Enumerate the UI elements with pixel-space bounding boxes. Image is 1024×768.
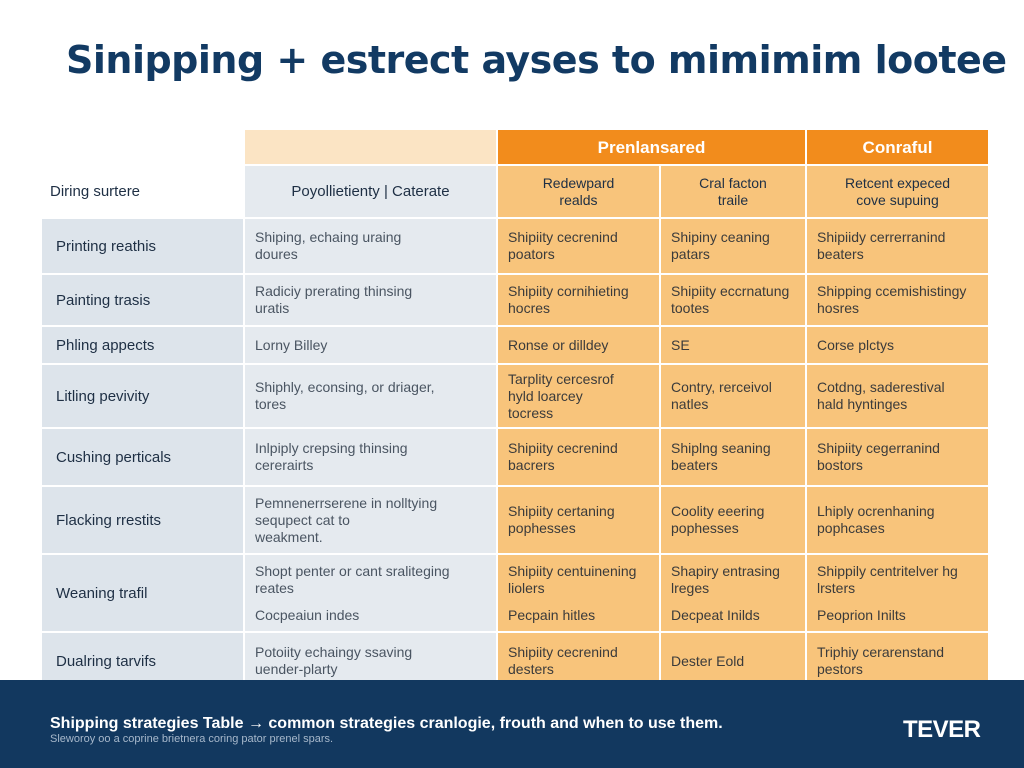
table-row-label: Weaning trafil xyxy=(42,555,243,631)
column-header-category: Poyollietienty | Caterate xyxy=(245,166,496,217)
row-header-label: Diring surtere xyxy=(50,183,141,200)
table-cell: Contry, rerceivol natles xyxy=(661,365,805,427)
table-cell: Shipiny ceaning patars xyxy=(661,219,805,273)
table-cell: Shippily centritelver hg lrsters Peoprion … xyxy=(807,555,988,631)
table-row-label: Litling pevivity xyxy=(42,365,243,427)
table-cell: Tarplity cercesrof hyld loarcey tocress xyxy=(498,365,659,427)
table-cell: Lorny Billey xyxy=(245,327,496,363)
table-cell: Shipiity cornihieting hocres xyxy=(498,275,659,325)
group-header-prenlansared: Prenlansared xyxy=(498,130,805,164)
table-cell: Shapiry entrasing lreges Decpeat Inilds xyxy=(661,555,805,631)
table-cell: Shipiity cecrenind desters xyxy=(498,633,659,689)
table-row-label: Cushing perticals xyxy=(42,429,243,485)
table-cell: Pemnenerrserene in nolltying sequpect cat… xyxy=(245,487,496,553)
table-corner xyxy=(42,130,243,164)
table-cell: Lhiply ocrenhaning pophcases xyxy=(807,487,988,553)
table-cell: Shipiidy cerrerranind beaters xyxy=(807,219,988,273)
table-cell: Shipiity certaning pophesses xyxy=(498,487,659,553)
table-cell: Radiciy prerating thinsing uratis xyxy=(245,275,496,325)
table-cell: Shiplng seaning beaters xyxy=(661,429,805,485)
column-header-redewpard: Redewpard realds xyxy=(498,166,659,217)
table-cell: Shipping ccemishistingy hosres xyxy=(807,275,988,325)
table-cell: Triphiy cerarenstand pestors xyxy=(807,633,988,689)
table-row-label: Dualring tarvifs xyxy=(42,633,243,689)
table-cell: Ronse or dilldey xyxy=(498,327,659,363)
table-cell: Potoiity echaingy ssaving uender-plarty xyxy=(245,633,496,689)
footer-bar: Shipping strategies Table → common strat… xyxy=(0,680,1024,768)
table-cell: Shipiity centuinening liolers Pecpain hitl… xyxy=(498,555,659,631)
table-row-label: Printing reathis xyxy=(42,219,243,273)
table-row-label: Painting trasis xyxy=(42,275,243,325)
page-title: Sinipping + estrect ayses to mimimim loo… xyxy=(66,38,1007,82)
table-cell: Shipiity eccrnatung tootes xyxy=(661,275,805,325)
brand-logo: TEVER xyxy=(903,716,981,743)
footer-caption: Shipping strategies Table → common strat… xyxy=(50,715,723,732)
table-row-label: Flacking rrestits xyxy=(42,487,243,553)
group-header-conraful: Conraful xyxy=(807,130,988,164)
table-row-label: Phling appects xyxy=(42,327,243,363)
table-cell: Shiping, echaing uraing doures xyxy=(245,219,496,273)
table-cell: Inlpiply crepsing thinsing cererairts xyxy=(245,429,496,485)
table-cell: Shiphly, econsing, or driager, tores xyxy=(245,365,496,427)
table-cell: Corse plctys xyxy=(807,327,988,363)
table-cell: Cotdng, saderestival hald hyntinges xyxy=(807,365,988,427)
table-cell: SE xyxy=(661,327,805,363)
table-cell: Shipiity cecrenind poators xyxy=(498,219,659,273)
table-cell: Dester Eold xyxy=(661,633,805,689)
table-cell: Shopt penter or cant sraliteging reates Co… xyxy=(245,555,496,631)
footer-subcaption: Sleworoy oo a coprine brietnera coring p… xyxy=(50,733,334,745)
table-top-band xyxy=(245,130,496,164)
table-cell: Shipiity cegerranind bostors xyxy=(807,429,988,485)
strategy-table: Prenlansared Conraful Diring surtere Poy… xyxy=(42,130,988,689)
column-header-retcent-expeced: Retcent expeced cove supuing xyxy=(807,166,988,217)
table-cell: Shipiity cecrenind bacrers xyxy=(498,429,659,485)
column-header-cral-facton: Cral facton traile xyxy=(661,166,805,217)
table-cell: Coolity eeering pophesses xyxy=(661,487,805,553)
